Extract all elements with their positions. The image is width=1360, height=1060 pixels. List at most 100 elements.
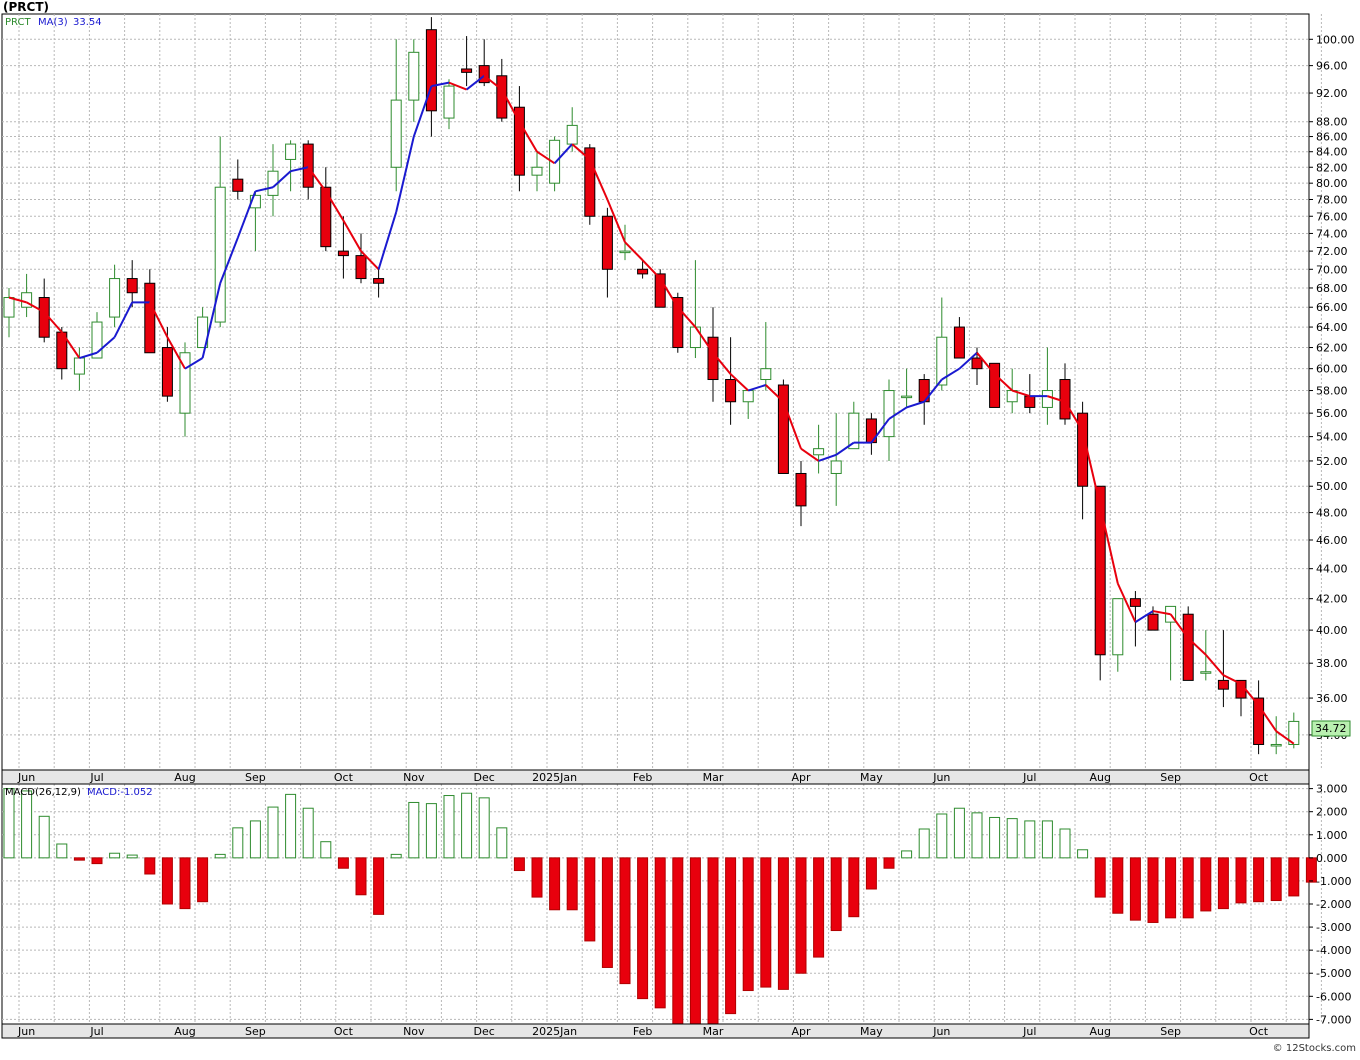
macd-bar: [707, 857, 719, 1025]
candle-body: [1112, 598, 1124, 656]
candles: [3, 17, 1300, 755]
macd-bar: [795, 857, 807, 974]
month-label: Sep: [245, 1025, 266, 1038]
month-label: Nov: [403, 1025, 425, 1038]
candle-body: [830, 460, 842, 474]
macd-label: MACD(26,12,9): [5, 787, 81, 798]
candle-body: [725, 379, 737, 403]
ma-segment: [1240, 683, 1260, 706]
macd-bar: [513, 857, 525, 872]
macd-bar: [1217, 857, 1229, 910]
macd-bar: [249, 820, 261, 859]
candle-body: [408, 51, 420, 101]
ma-segment: [500, 89, 521, 123]
candle-body: [901, 395, 913, 399]
ma-segment: [324, 190, 345, 222]
macd-tick-label: 2.000: [1316, 806, 1348, 819]
macd-bar: [373, 857, 385, 915]
ma-value: 33.54: [73, 17, 102, 28]
ma-segment: [677, 306, 697, 328]
price-tick-label: 38.00: [1316, 657, 1348, 670]
macd-bar: [408, 801, 420, 859]
ma-segment: [79, 351, 98, 359]
ma-segment: [96, 336, 116, 354]
month-label: Jul: [1022, 771, 1036, 784]
ma-segment: [571, 143, 591, 161]
candle-body: [1182, 613, 1194, 681]
macd-bar: [1006, 818, 1018, 859]
ma-segment: [1169, 613, 1190, 639]
candle-body: [1217, 679, 1229, 690]
macd-bar: [989, 816, 1001, 859]
ma-label: MA(3): [38, 17, 68, 28]
candle-body: [531, 166, 543, 176]
month-label: Apr: [791, 771, 811, 784]
macd-bar: [1112, 857, 1124, 914]
ma-segment: [553, 143, 573, 165]
macd-bar: [1182, 857, 1194, 919]
candle-body: [3, 297, 15, 318]
ma-segment: [1081, 430, 1102, 507]
ma-segment: [694, 326, 714, 354]
month-label: Aug: [174, 771, 195, 784]
macd-bar: [619, 857, 631, 985]
price-tick-label: 36.00: [1316, 692, 1348, 705]
ma-segment: [976, 352, 996, 375]
ma-segment: [712, 352, 732, 375]
month-label: Apr: [791, 1025, 811, 1038]
candle-body: [1288, 720, 1300, 745]
ma-segment: [465, 74, 485, 91]
macd-bar: [478, 797, 490, 859]
price-month-band: [1, 769, 1310, 785]
candle-body: [425, 29, 437, 112]
price-tick-label: 48.00: [1316, 507, 1348, 520]
candle-body: [443, 85, 455, 119]
ma-segment: [588, 159, 609, 200]
ma-segment: [624, 241, 644, 261]
price-tick-label: 58.00: [1316, 385, 1348, 398]
macd-tick-label: -6.000: [1316, 990, 1351, 1003]
price-tick-label: 60.00: [1316, 363, 1348, 376]
month-label: Mar: [703, 771, 724, 784]
price-tick-label: 78.00: [1316, 194, 1348, 207]
macd-bar: [109, 852, 121, 859]
month-label: Oct: [334, 771, 354, 784]
month-label: Aug: [1089, 1025, 1110, 1038]
candle-body: [654, 273, 666, 308]
month-label: Dec: [474, 771, 495, 784]
month-label: Jul: [89, 771, 103, 784]
ma-segment: [290, 166, 309, 173]
month-label: 2025Jan: [532, 771, 577, 784]
month-label: Oct: [334, 1025, 354, 1038]
candle-body: [337, 250, 349, 257]
candle-body: [1270, 743, 1282, 747]
candle-body: [109, 278, 121, 318]
macd-bar: [566, 857, 578, 911]
price-tick-label: 68.00: [1316, 282, 1348, 295]
candle-body: [813, 448, 825, 456]
price-tick-label: 100.00: [1316, 33, 1355, 46]
ma-segment: [483, 74, 503, 91]
macd-bar: [531, 857, 543, 898]
ma-segment: [395, 136, 415, 213]
month-label: Feb: [633, 1025, 652, 1038]
macd-tick-label: -5.000: [1316, 967, 1351, 980]
ma-segment: [941, 367, 960, 381]
candle-body: [320, 186, 332, 248]
month-label: Jun: [932, 771, 950, 784]
price-tick-label: 66.00: [1316, 301, 1348, 314]
price-tick-label: 84.00: [1316, 146, 1348, 159]
macd-bar: [742, 857, 754, 992]
macd-bar: [337, 857, 349, 869]
ma-segment: [1064, 401, 1084, 432]
macd-bar: [848, 857, 860, 918]
candle-body: [1147, 613, 1159, 631]
macd-tick-label: -1.000: [1316, 875, 1351, 888]
macd-bar: [38, 815, 50, 859]
month-label: Jul: [1022, 1025, 1036, 1038]
macd-bar: [197, 857, 209, 903]
month-label: May: [860, 1025, 883, 1038]
macd-bar: [285, 793, 297, 859]
